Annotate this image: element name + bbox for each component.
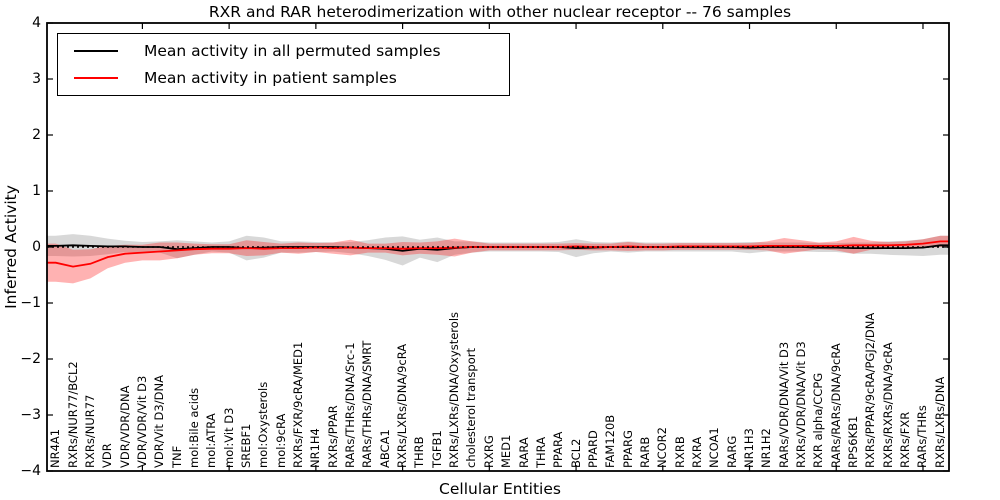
x-category-label: THRB <box>412 436 427 468</box>
legend: Mean activity in all permuted samples Me… <box>57 33 510 96</box>
y-tick-label: 0 <box>32 239 41 255</box>
x-category-label: NR1H4 <box>308 428 323 468</box>
legend-label-permuted: Mean activity in all permuted samples <box>144 42 441 61</box>
y-tick-label: 4 <box>32 15 41 31</box>
x-category-label: RARs/THRs/DNA/SMRT <box>360 340 375 468</box>
x-category-label: BCL2 <box>568 438 583 468</box>
x-category-label: RARG <box>724 435 739 468</box>
x-category-label: RXRs/LXRs/DNA/Oxysterols <box>447 311 462 468</box>
x-category-label: RARs/VDR/DNA/Vit D3 <box>776 341 791 468</box>
x-category-label: RPS6KB1 <box>846 415 861 468</box>
x-category-label: RXRs/NUR77/BCL2 <box>65 361 80 468</box>
x-category-label: RARs/THRs/DNA/Src-1 <box>343 342 358 468</box>
x-category-label: mol:ATRA <box>204 413 219 468</box>
x-category-label: TNF <box>169 445 184 468</box>
x-category-label: mol:Bile acids <box>186 387 201 468</box>
y-tick-label: −3 <box>20 407 41 423</box>
x-category-label: RARA <box>516 437 531 468</box>
x-category-label: mol:Oxysterols <box>256 381 271 468</box>
y-tick-label: −1 <box>20 295 41 311</box>
x-category-label: RXRs/LXRs/DNA <box>932 376 947 468</box>
x-category-label: RXRs/NUR77 <box>82 394 97 468</box>
legend-line-permuted-icon <box>74 50 118 53</box>
x-category-label: NR1H2 <box>759 428 774 468</box>
x-category-label: RARs/THRs <box>915 405 930 468</box>
x-category-label: TGFB1 <box>429 430 444 468</box>
x-category-label: RARB <box>637 436 652 468</box>
y-tick-label: −4 <box>20 463 41 479</box>
x-category-label: VDR/VDR/Vit D3 <box>134 375 149 468</box>
x-category-label: RXRB <box>672 436 687 468</box>
legend-entry-permuted: Mean activity in all permuted samples <box>74 42 509 60</box>
x-category-label: RXRs/PPAR/9cRA/PGJ2/DNA <box>863 312 878 468</box>
x-category-label: NCOA1 <box>707 427 722 468</box>
x-category-label: cholesterol transport <box>464 348 479 468</box>
x-category-label: RXRs/LXRs/DNA/9cRA <box>395 343 410 468</box>
x-axis-label: Cellular Entities <box>439 480 561 498</box>
x-category-label: VDR <box>100 443 115 468</box>
x-category-label: FAM120B <box>603 414 618 468</box>
legend-line-patient-icon <box>74 76 118 79</box>
x-category-label: RXRs/PPAR <box>325 405 340 468</box>
x-category-label: NCOR2 <box>655 427 670 468</box>
x-category-label: RXR alpha/CCPG <box>811 372 826 468</box>
x-category-label: mol:9cRA <box>273 413 288 468</box>
x-category-label: ABCA1 <box>377 429 392 468</box>
x-category-label: VDR/Vit D3/DNA <box>152 375 167 468</box>
x-category-label: NR1H3 <box>742 428 757 468</box>
x-category-label: RXRA <box>689 436 704 468</box>
chart-title: RXR and RAR heterodimerization with othe… <box>208 3 792 21</box>
x-category-label: RXRs/FXR <box>898 411 913 468</box>
x-category-label: SREBF1 <box>238 423 253 468</box>
y-tick-label: 3 <box>32 71 41 87</box>
x-category-label: PPARG <box>620 430 635 468</box>
x-category-label: RXRs/RXRs/DNA/9cRA <box>880 342 895 468</box>
legend-label-patient: Mean activity in patient samples <box>144 68 397 87</box>
x-category-label: PPARD <box>585 430 600 468</box>
x-category-label: MED1 <box>499 434 514 468</box>
x-category-label: mol:Vit D3 <box>221 407 236 468</box>
x-category-label: THRA <box>533 436 548 468</box>
legend-entry-patient: Mean activity in patient samples <box>74 69 509 87</box>
x-category-label: PPARA <box>551 431 566 468</box>
permuted-band <box>47 234 949 266</box>
y-tick-label: 1 <box>32 183 41 199</box>
x-category-label: RARs/RARs/DNA/9cRA <box>828 343 843 468</box>
x-category-label: NR4A1 <box>48 428 63 468</box>
y-tick-label: 2 <box>32 127 41 143</box>
x-category-label: VDR/VDR/DNA <box>117 385 132 469</box>
y-tick-label: −2 <box>20 351 41 367</box>
x-category-label: RXRs/FXR/9cRA/MED1 <box>291 341 306 468</box>
x-category-label: RXRG <box>481 435 496 468</box>
x-category-label: RXRs/VDR/DNA/Vit D3 <box>794 341 809 468</box>
